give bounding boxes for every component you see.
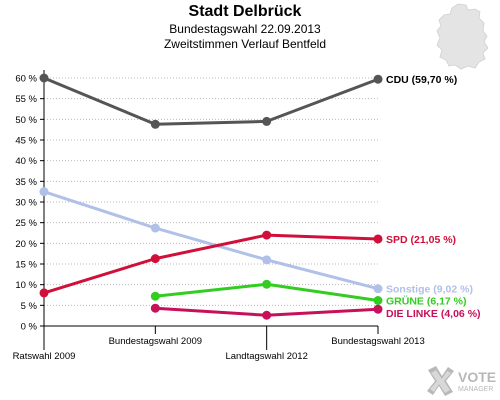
series-end-label: Sonstige (9,02 %) [386, 284, 473, 296]
y-tick-label: 25 % [15, 218, 37, 229]
y-tick-label: 10 % [15, 280, 37, 291]
series-end-label: GRÜNE (6,17 %) [386, 294, 467, 307]
data-point [150, 254, 160, 264]
data-point [150, 223, 160, 233]
series-end-label: SPD (21,05 %) [386, 234, 456, 246]
data-point [373, 284, 383, 294]
logo-text-vote: VOTE [458, 369, 496, 385]
y-tick-label: 30 % [15, 198, 37, 209]
y-tick-label: 60 % [15, 74, 37, 85]
data-point [373, 74, 383, 84]
y-tick-label: 45 % [15, 136, 37, 147]
vote-manager-logo: VOTE MANAGER [427, 366, 496, 396]
data-point [262, 279, 272, 289]
y-tick-label: 35 % [15, 177, 37, 188]
series-line [43, 190, 379, 291]
y-tick-label: 40 % [15, 156, 37, 167]
series-end-label: DIE LINKE (4,06 %) [386, 308, 481, 320]
ballot-cross-icon [427, 366, 454, 396]
y-tick-label: 50 % [15, 115, 37, 126]
y-tick-label: 55 % [15, 94, 37, 105]
series-end-label: CDU (59,70 %) [386, 74, 457, 86]
data-point [39, 73, 49, 83]
chart-subtitle-district: Zweitstimmen Verlauf Bentfeld [163, 37, 327, 51]
series-line [43, 76, 379, 126]
axes: 0 % 5 % 10 % 15 % 20 % 25 % 30 % 35 % 40 % 45 % 50… [13, 70, 425, 362]
data-point [262, 255, 272, 265]
data-point [373, 234, 383, 244]
y-tick-label: 5 % [21, 301, 38, 312]
data-point [150, 119, 160, 129]
data-point [262, 116, 272, 126]
data-point [39, 288, 49, 298]
chart-subtitle-election: Bundestagswahl 22.09.2013 [169, 22, 321, 36]
germany-map-icon [436, 3, 489, 70]
series-line [43, 233, 379, 295]
y-tick-label: 0 % [21, 322, 38, 333]
logo-text-manager: MANAGER [458, 386, 493, 393]
data-point [150, 291, 160, 301]
x-tick-label: Landtagswahl 2012 [225, 351, 307, 362]
x-tick-label: Bundestagswahl 2009 [109, 336, 203, 347]
y-tick-label: 20 % [15, 239, 37, 250]
chart-title: Stadt Delbrück [188, 3, 302, 20]
chart-header: Stadt Delbrück Bundestagswahl 22.09.2013… [0, 2, 500, 52]
data-point [373, 304, 383, 314]
labels: CDU (59,70 %) Sonstige (9,02 %) SPD (21,05… [386, 74, 481, 320]
data-point [262, 230, 272, 240]
data-point [373, 295, 383, 305]
y-tick-label: 15 % [15, 260, 37, 271]
data-point [150, 303, 160, 313]
data-point [39, 187, 49, 197]
data-point [262, 310, 272, 320]
x-tick-label: Bundestagswahl 2013 [331, 336, 425, 347]
grid [44, 77, 378, 306]
series [39, 73, 383, 320]
x-tick-label: Ratswahl 2009 [13, 351, 76, 362]
